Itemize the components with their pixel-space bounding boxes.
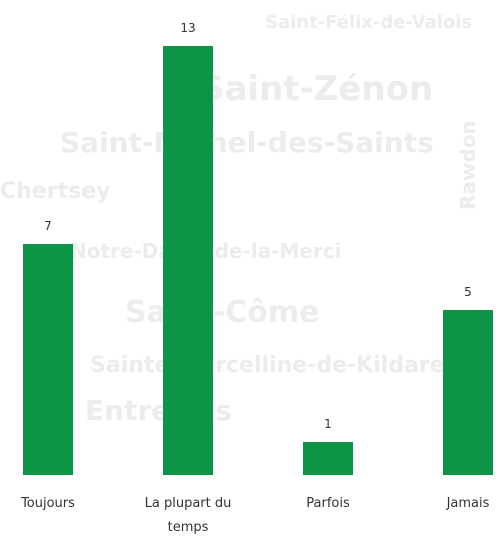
x-tick-label: Toujours: [21, 496, 75, 511]
watermark-text: Chertsey: [0, 179, 110, 204]
value-label: 13: [180, 21, 195, 35]
x-tick-label: Parfois: [306, 496, 350, 511]
x-tick-label: Jamais: [446, 496, 490, 511]
watermark-text: Sainte-Marcelline-de-Kildare: [90, 353, 445, 378]
watermark-text: Saint-Félix-de-Valois: [265, 12, 472, 33]
bar: [23, 244, 73, 475]
bar: [163, 46, 213, 475]
value-label: 5: [464, 285, 472, 299]
watermark-text: Saint-Zénon: [200, 69, 433, 109]
watermark-text: Saint-Michel-des-Saints: [60, 126, 434, 159]
bar: [443, 310, 493, 475]
bar: [303, 442, 353, 475]
value-label: 1: [324, 417, 332, 431]
watermark-text: Rawdon: [456, 120, 480, 210]
watermark-text: Saint-Côme: [125, 295, 320, 330]
x-tick-label: La plupart du temps: [144, 496, 232, 535]
value-label: 7: [44, 219, 52, 233]
